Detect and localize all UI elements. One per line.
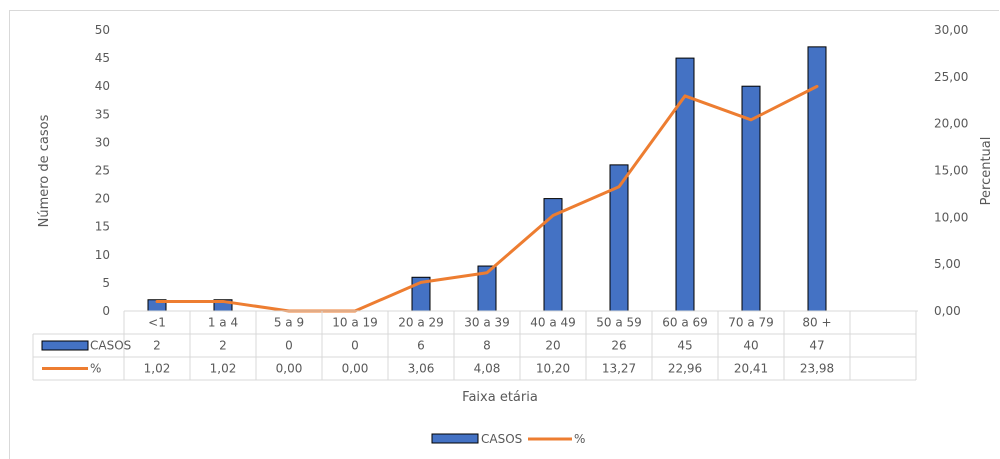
left-tick-label: 40 xyxy=(95,79,110,93)
table-value: 47 xyxy=(809,339,824,353)
left-tick-label: 25 xyxy=(95,164,110,178)
table-value: 1,02 xyxy=(144,362,171,376)
chart-area xyxy=(9,10,999,459)
left-tick-label: 50 xyxy=(95,23,110,37)
table-value: 4,08 xyxy=(474,362,501,376)
table-value: 20 xyxy=(545,339,560,353)
legend-key-bar xyxy=(431,433,479,444)
category-label: 50 a 59 xyxy=(596,316,642,330)
table-value: 8 xyxy=(483,339,491,353)
left-tick-label: 5 xyxy=(102,276,110,290)
category-label: 80 + xyxy=(802,316,831,330)
x-axis-title: Faixa etária xyxy=(462,390,538,405)
left-tick-label: 20 xyxy=(95,192,110,206)
table-value: 13,27 xyxy=(602,362,636,376)
left-tick-label: 45 xyxy=(95,51,110,65)
category-label: 30 a 39 xyxy=(464,316,510,330)
left-tick-label: 10 xyxy=(95,248,110,262)
right-tick-label: 5,00 xyxy=(934,257,961,271)
table-series-name: CASOS xyxy=(90,339,131,353)
right-tick-label: 20,00 xyxy=(934,117,968,131)
category-label: 60 a 69 xyxy=(662,316,708,330)
table-value: 45 xyxy=(677,339,692,353)
category-label: 10 a 19 xyxy=(332,316,378,330)
right-tick-label: 15,00 xyxy=(934,164,968,178)
table-value: 3,06 xyxy=(408,362,435,376)
left-tick-label: 30 xyxy=(95,135,110,149)
data-table: <1 1 a 4 5 a 9 10 a 19 20 a 29 30 a 39 40 a 49… xyxy=(32,310,917,381)
table-series-name: % xyxy=(90,362,101,376)
table-legend-key-bar xyxy=(41,340,89,351)
line-series xyxy=(155,84,819,313)
left-axis-ticks: 0 5 10 15 20 25 30 35 40 45 50 xyxy=(95,23,110,318)
bar-series xyxy=(147,46,827,312)
line-path xyxy=(155,84,819,313)
left-tick-label: 35 xyxy=(95,107,110,121)
legend-label: % xyxy=(574,432,585,446)
table-value: 0,00 xyxy=(276,362,303,376)
legend-label: CASOS xyxy=(481,432,522,446)
table-value: 1,02 xyxy=(210,362,237,376)
legend: CASOS% xyxy=(431,432,585,446)
table-value: 0 xyxy=(285,339,293,353)
category-label: 1 a 4 xyxy=(208,316,238,330)
table-value: 20,41 xyxy=(734,362,768,376)
table-value: 2 xyxy=(219,339,227,353)
right-tick-label: 10,00 xyxy=(934,210,968,224)
right-tick-label: 25,00 xyxy=(934,70,968,84)
table-value: 26 xyxy=(611,339,626,353)
left-axis-title: Número de casos xyxy=(37,114,52,227)
category-label: 5 a 9 xyxy=(274,316,304,330)
table-value: 2 xyxy=(153,339,161,353)
table-value: 0,00 xyxy=(342,362,369,376)
category-label: <1 xyxy=(148,316,166,330)
right-axis-title: Percentual xyxy=(979,137,994,206)
left-tick-label: 15 xyxy=(95,220,110,234)
left-tick-label: 0 xyxy=(102,304,110,318)
right-tick-label: 0,00 xyxy=(934,304,961,318)
table-value: 10,20 xyxy=(536,362,570,376)
category-label: 40 a 49 xyxy=(530,316,576,330)
right-tick-label: 30,00 xyxy=(934,23,968,37)
table-value: 0 xyxy=(351,339,359,353)
table-value: 22,96 xyxy=(668,362,702,376)
category-label: 20 a 29 xyxy=(398,316,444,330)
table-value: 6 xyxy=(417,339,425,353)
table-value: 23,98 xyxy=(800,362,834,376)
table-value: 40 xyxy=(743,339,758,353)
right-axis-ticks: 0,00 5,00 10,00 15,00 20,00 25,00 30,00 xyxy=(934,23,968,318)
category-label: 70 a 79 xyxy=(728,316,774,330)
